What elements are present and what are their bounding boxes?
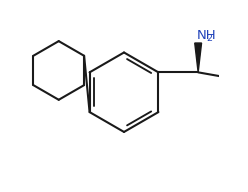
Text: NH: NH (197, 28, 217, 41)
Polygon shape (195, 43, 202, 72)
Text: 2: 2 (207, 34, 213, 43)
